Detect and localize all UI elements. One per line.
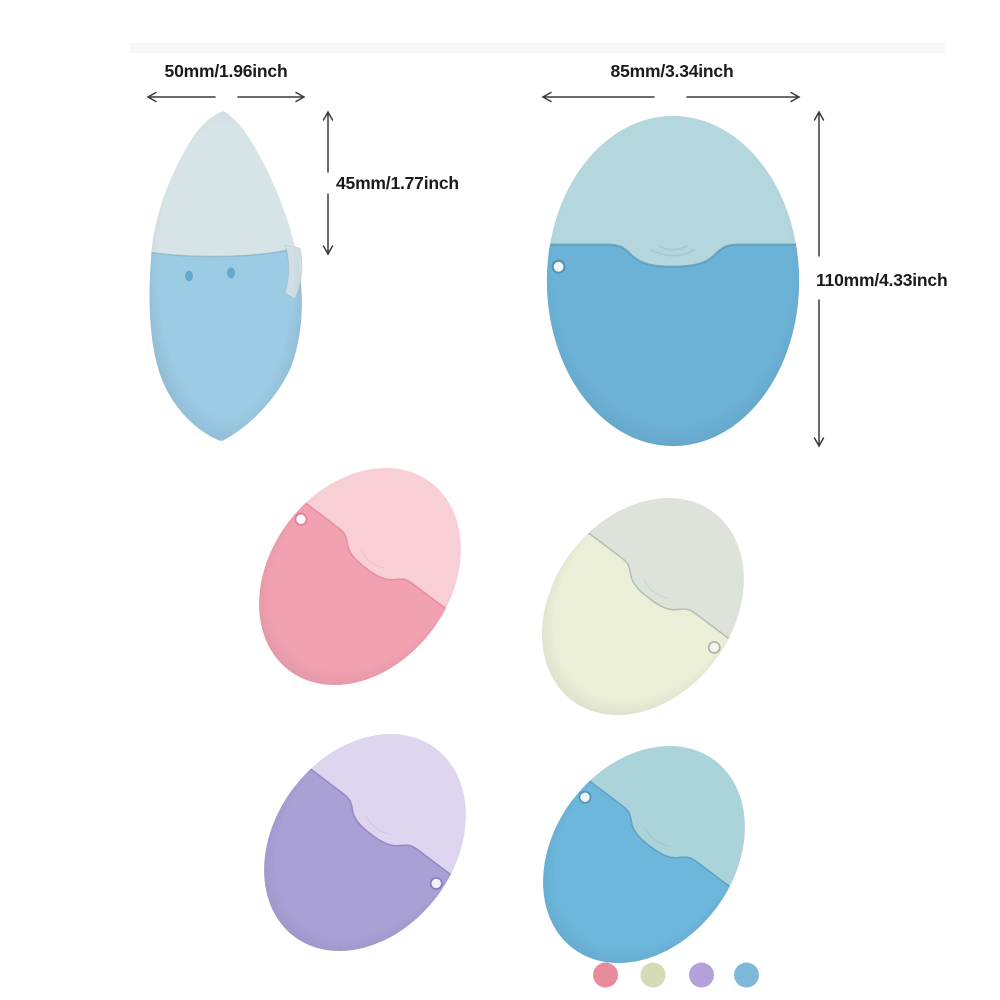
egg-shading	[149, 111, 302, 441]
arrowhead-left-icon	[541, 91, 552, 103]
height-arrow-45mm	[322, 110, 334, 256]
dimension-label-side-height: 45mm/1.77inch	[336, 173, 459, 193]
arrowhead-down-icon	[813, 437, 825, 448]
arrowhead-up-icon	[322, 110, 334, 121]
egg-shading	[259, 468, 461, 685]
dimension-label-front-width: 85mm/3.34inch	[610, 61, 734, 81]
color-swatch-green	[640, 962, 666, 988]
top-divider-bar	[130, 43, 945, 53]
product-variant-pink	[217, 468, 461, 725]
product-side-view	[149, 111, 303, 441]
egg-shading	[546, 115, 800, 447]
product-variant-purple	[222, 734, 466, 991]
color-swatch-blue	[734, 962, 759, 988]
color-swatch-purple	[689, 962, 714, 988]
arrowhead-left-icon	[146, 91, 157, 103]
dimension-label-front-height: 110mm/4.33inch	[816, 270, 948, 290]
product-variant-green	[500, 498, 744, 755]
egg-shading	[264, 734, 466, 951]
width-arrow-50mm	[146, 91, 306, 103]
product-variant-blue	[501, 746, 745, 1000]
arrowhead-right-icon	[790, 91, 801, 103]
width-arrow-85mm	[541, 91, 801, 103]
height-arrow-110mm	[813, 110, 825, 448]
arrowhead-right-icon	[295, 91, 306, 103]
product-front-view	[546, 115, 800, 447]
arrowhead-down-icon	[322, 245, 334, 256]
egg-shading	[542, 498, 744, 715]
color-swatch-pink	[593, 962, 618, 988]
egg-shading	[543, 746, 745, 963]
arrowhead-up-icon	[813, 110, 825, 121]
color-swatch-row	[593, 962, 759, 988]
dimension-label-side-width: 50mm/1.96inch	[164, 61, 288, 81]
